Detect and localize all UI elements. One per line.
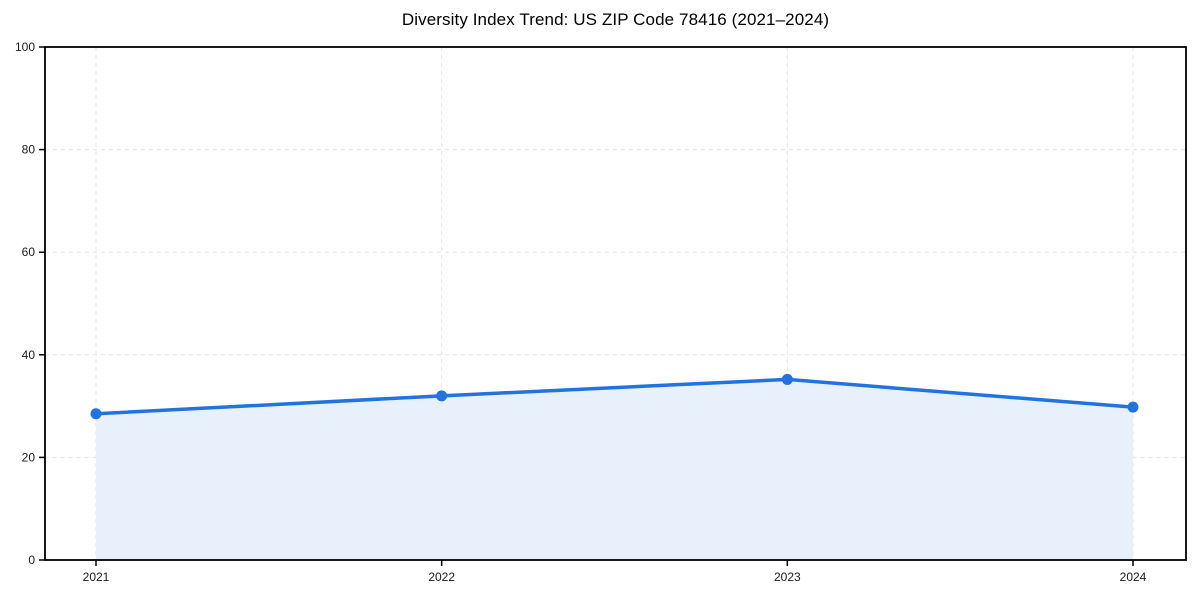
trend-line <box>94 377 1135 416</box>
y-tick-label: 100 <box>15 40 35 54</box>
chart-title: Diversity Index Trend: US ZIP Code 78416… <box>401 10 830 29</box>
x-tick-label: 2021 <box>83 570 110 584</box>
y-tick-label: 80 <box>22 143 36 157</box>
x-tick-label: 2024 <box>1120 570 1147 584</box>
data-point-marker <box>1127 401 1139 413</box>
x-tick-label: 2023 <box>774 570 801 584</box>
data-point-marker <box>90 408 102 420</box>
y-tick-label: 60 <box>22 245 36 259</box>
x-tick-label: 2022 <box>428 570 455 584</box>
y-tick-label: 0 <box>28 553 35 567</box>
y-tick-label: 20 <box>22 450 36 464</box>
data-point-marker <box>436 390 448 402</box>
plot-border <box>44 46 1187 561</box>
y-tick-label: 40 <box>22 348 36 362</box>
area-fill <box>96 379 1133 560</box>
data-point-marker <box>781 373 793 385</box>
